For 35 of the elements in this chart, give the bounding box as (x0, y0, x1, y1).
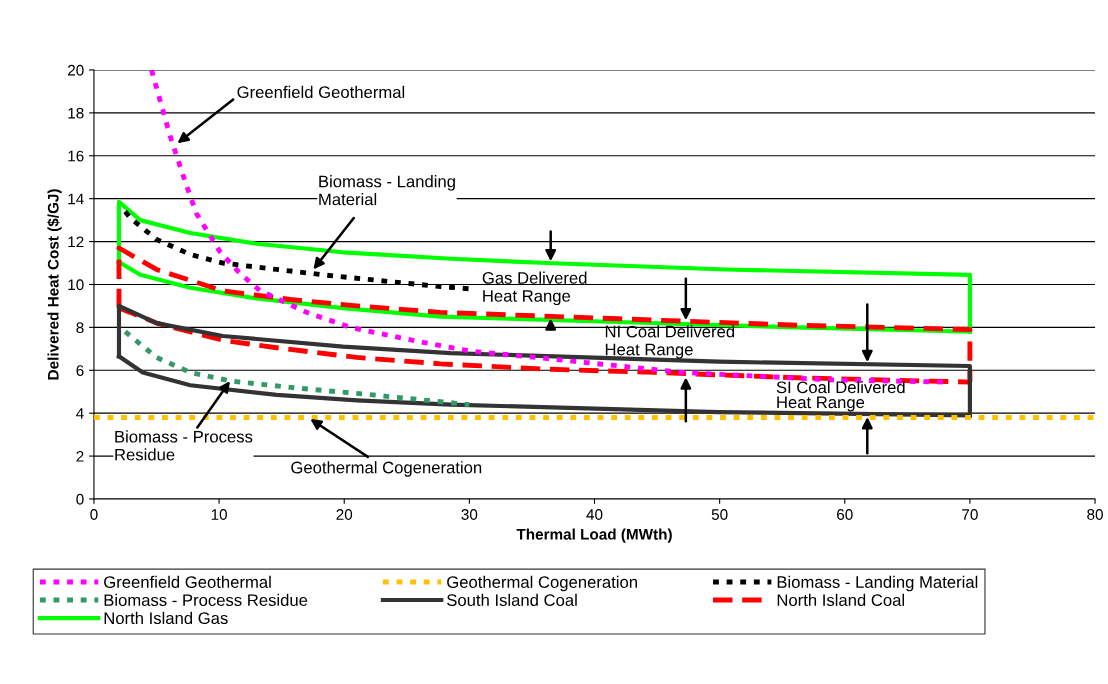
y-tick-label: 18 (68, 107, 84, 119)
annotation: Gas Delivered Heat Range (482, 271, 587, 306)
y-tick-label: 4 (76, 408, 84, 419)
x-tick-label: 10 (211, 509, 227, 520)
annotation: Greenfield Geothermal (237, 85, 405, 99)
y-tick-label: 14 (68, 193, 84, 205)
y-tick-label: 0 (76, 493, 84, 505)
y-tick-label: 20 (68, 64, 84, 76)
y-axis-title: Delivered Heat Cost ($/GJ) (47, 189, 62, 380)
x-axis-title: Thermal Load (MWth) (516, 528, 672, 543)
annotation: Biomass - Landing Material (319, 175, 455, 206)
y-tick-label: 16 (68, 150, 84, 162)
x-tick-label: 50 (711, 509, 728, 520)
annotation: Biomass - Process Residue (115, 430, 253, 461)
y-tick-label: 6 (76, 365, 84, 376)
y-tick-label: 12 (68, 236, 84, 248)
legend-label: Biomass - Process Residue (104, 593, 308, 607)
legend-label: South Island Coal (447, 593, 577, 607)
legend-label: North Island Coal (777, 593, 905, 607)
x-tick-label: 80 (1087, 509, 1103, 520)
legend-label: Geothermal Cogeneration (447, 575, 637, 592)
x-tick-label: 40 (586, 509, 603, 520)
legend-label: Biomass - Landing Material (777, 575, 978, 592)
y-tick-label: 2 (76, 450, 84, 462)
y-tick-label: 8 (76, 322, 84, 334)
annotation: SI Coal Delivered Heat Range (776, 381, 905, 412)
x-tick-label: 60 (837, 509, 853, 520)
x-tick-label: 0 (90, 509, 98, 520)
legend-label: Greenfield Geothermal (104, 575, 271, 588)
annotation: Geothermal Cogeneration (291, 461, 482, 477)
x-tick-label: 70 (962, 509, 978, 520)
x-tick-label: 30 (461, 509, 478, 520)
x-tick-label: 20 (336, 509, 353, 520)
legend-label: North Island Gas (104, 611, 228, 625)
y-tick-label: 10 (68, 279, 84, 291)
